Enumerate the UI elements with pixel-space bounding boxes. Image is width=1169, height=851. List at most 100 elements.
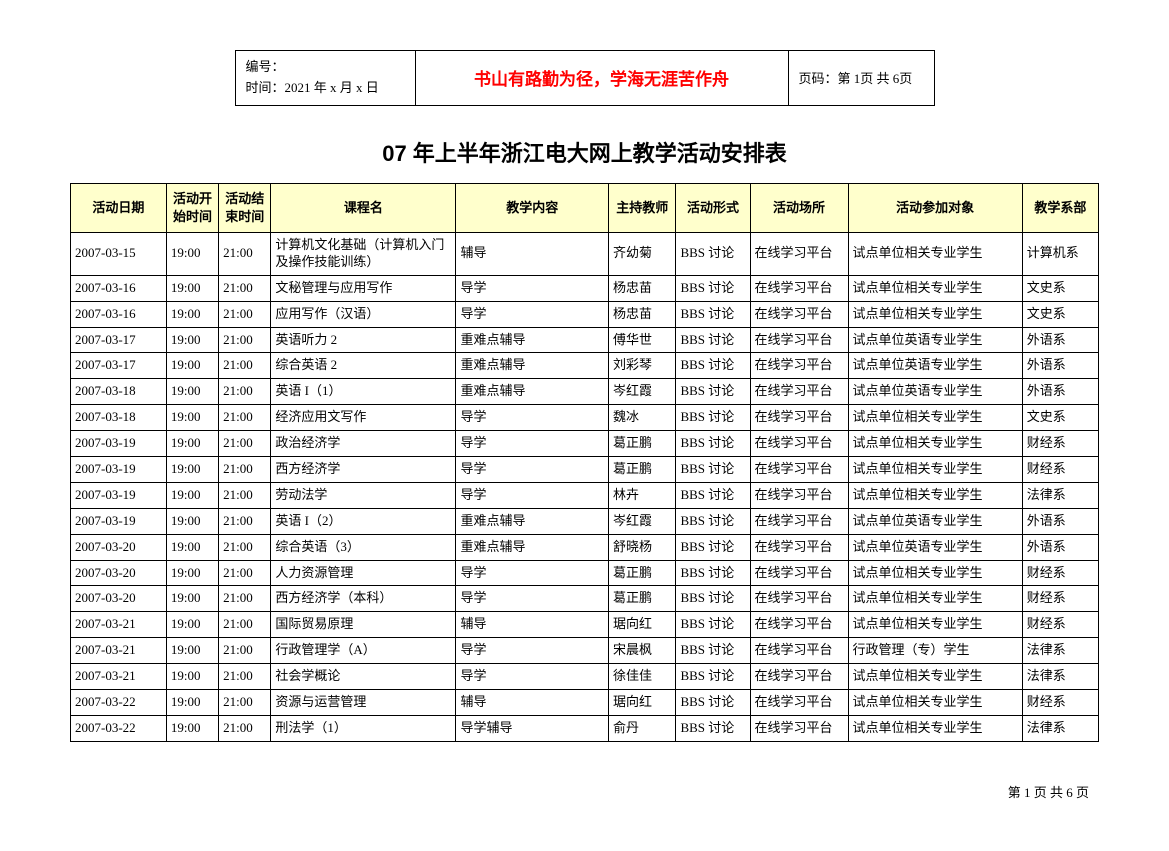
cell-start: 19:00 <box>166 690 218 716</box>
cell-start: 19:00 <box>166 353 218 379</box>
cell-date: 2007-03-21 <box>71 612 167 638</box>
cell-course: 行政管理学（A） <box>271 638 456 664</box>
cell-course: 资源与运营管理 <box>271 690 456 716</box>
cell-start: 19:00 <box>166 405 218 431</box>
cell-venue: 在线学习平台 <box>750 715 848 741</box>
cell-dept: 外语系 <box>1022 534 1098 560</box>
cell-date: 2007-03-20 <box>71 560 167 586</box>
cell-teacher: 舒晓杨 <box>608 534 676 560</box>
cell-content: 导学 <box>456 586 608 612</box>
cell-venue: 在线学习平台 <box>750 560 848 586</box>
cell-teacher: 刘彩琴 <box>608 353 676 379</box>
cell-venue: 在线学习平台 <box>750 508 848 534</box>
cell-course: 经济应用文写作 <box>271 405 456 431</box>
cell-format: BBS 讨论 <box>676 405 750 431</box>
cell-dept: 财经系 <box>1022 690 1098 716</box>
cell-venue: 在线学习平台 <box>750 482 848 508</box>
cell-teacher: 林卉 <box>608 482 676 508</box>
cell-participants: 试点单位相关专业学生 <box>848 275 1022 301</box>
cell-date: 2007-03-19 <box>71 508 167 534</box>
table-row: 2007-03-2019:0021:00西方经济学（本科）导学葛正鹏BBS 讨论… <box>71 586 1099 612</box>
page-title: 07 年上半年浙江电大网上教学活动安排表 <box>70 136 1099 168</box>
cell-format: BBS 讨论 <box>676 232 750 275</box>
cell-teacher: 琚向红 <box>608 690 676 716</box>
cell-course: 国际贸易原理 <box>271 612 456 638</box>
cell-participants: 试点单位英语专业学生 <box>848 534 1022 560</box>
cell-course: 政治经济学 <box>271 431 456 457</box>
cell-participants: 试点单位相关专业学生 <box>848 560 1022 586</box>
cell-date: 2007-03-15 <box>71 232 167 275</box>
cell-dept: 外语系 <box>1022 327 1098 353</box>
col-header-course: 课程名 <box>271 183 456 232</box>
cell-teacher: 岑红霞 <box>608 379 676 405</box>
cell-venue: 在线学习平台 <box>750 586 848 612</box>
cell-venue: 在线学习平台 <box>750 405 848 431</box>
cell-venue: 在线学习平台 <box>750 690 848 716</box>
cell-teacher: 傅华世 <box>608 327 676 353</box>
cell-format: BBS 讨论 <box>676 275 750 301</box>
cell-dept: 财经系 <box>1022 612 1098 638</box>
cell-participants: 试点单位英语专业学生 <box>848 353 1022 379</box>
cell-format: BBS 讨论 <box>676 612 750 638</box>
cell-teacher: 琚向红 <box>608 612 676 638</box>
cell-venue: 在线学习平台 <box>750 232 848 275</box>
cell-start: 19:00 <box>166 232 218 275</box>
cell-venue: 在线学习平台 <box>750 456 848 482</box>
cell-format: BBS 讨论 <box>676 715 750 741</box>
table-row: 2007-03-1519:0021:00计算机文化基础（计算机入门及操作技能训练… <box>71 232 1099 275</box>
cell-format: BBS 讨论 <box>676 638 750 664</box>
cell-content: 导学 <box>456 431 608 457</box>
cell-content: 辅导 <box>456 690 608 716</box>
cell-date: 2007-03-16 <box>71 275 167 301</box>
header-time-label: 时间：2021 年 x 月 x 日 <box>246 78 405 99</box>
table-row: 2007-03-1919:0021:00政治经济学导学葛正鹏BBS 讨论在线学习… <box>71 431 1099 457</box>
cell-teacher: 岑红霞 <box>608 508 676 534</box>
cell-format: BBS 讨论 <box>676 482 750 508</box>
cell-dept: 外语系 <box>1022 508 1098 534</box>
cell-date: 2007-03-21 <box>71 638 167 664</box>
cell-venue: 在线学习平台 <box>750 327 848 353</box>
cell-teacher: 宋晨枫 <box>608 638 676 664</box>
cell-start: 19:00 <box>166 586 218 612</box>
cell-end: 21:00 <box>219 456 271 482</box>
col-header-participants: 活动参加对象 <box>848 183 1022 232</box>
cell-teacher: 俞丹 <box>608 715 676 741</box>
cell-content: 导学 <box>456 405 608 431</box>
cell-end: 21:00 <box>219 482 271 508</box>
cell-dept: 文史系 <box>1022 301 1098 327</box>
cell-start: 19:00 <box>166 508 218 534</box>
cell-venue: 在线学习平台 <box>750 534 848 560</box>
cell-start: 19:00 <box>166 560 218 586</box>
table-row: 2007-03-2219:0021:00资源与运营管理辅导琚向红BBS 讨论在线… <box>71 690 1099 716</box>
cell-dept: 外语系 <box>1022 353 1098 379</box>
cell-dept: 文史系 <box>1022 405 1098 431</box>
cell-format: BBS 讨论 <box>676 301 750 327</box>
cell-participants: 行政管理（专）学生 <box>848 638 1022 664</box>
cell-end: 21:00 <box>219 638 271 664</box>
cell-dept: 财经系 <box>1022 586 1098 612</box>
cell-course: 综合英语（3） <box>271 534 456 560</box>
table-row: 2007-03-1919:0021:00英语 I（2）重难点辅导岑红霞BBS 讨… <box>71 508 1099 534</box>
cell-start: 19:00 <box>166 379 218 405</box>
table-row: 2007-03-1619:0021:00文秘管理与应用写作导学杨忠苗BBS 讨论… <box>71 275 1099 301</box>
cell-format: BBS 讨论 <box>676 534 750 560</box>
col-header-format: 活动形式 <box>676 183 750 232</box>
cell-content: 重难点辅导 <box>456 379 608 405</box>
table-row: 2007-03-1819:0021:00英语 I（1）重难点辅导岑红霞BBS 讨… <box>71 379 1099 405</box>
table-row: 2007-03-1819:0021:00经济应用文写作导学魏冰BBS 讨论在线学… <box>71 405 1099 431</box>
cell-start: 19:00 <box>166 534 218 560</box>
cell-format: BBS 讨论 <box>676 456 750 482</box>
cell-content: 重难点辅导 <box>456 353 608 379</box>
cell-format: BBS 讨论 <box>676 431 750 457</box>
cell-venue: 在线学习平台 <box>750 301 848 327</box>
col-header-date: 活动日期 <box>71 183 167 232</box>
cell-date: 2007-03-19 <box>71 431 167 457</box>
cell-end: 21:00 <box>219 379 271 405</box>
cell-course: 综合英语 2 <box>271 353 456 379</box>
cell-end: 21:00 <box>219 534 271 560</box>
cell-format: BBS 讨论 <box>676 560 750 586</box>
cell-participants: 试点单位英语专业学生 <box>848 379 1022 405</box>
cell-venue: 在线学习平台 <box>750 612 848 638</box>
cell-date: 2007-03-22 <box>71 715 167 741</box>
col-header-end: 活动结束时间 <box>219 183 271 232</box>
